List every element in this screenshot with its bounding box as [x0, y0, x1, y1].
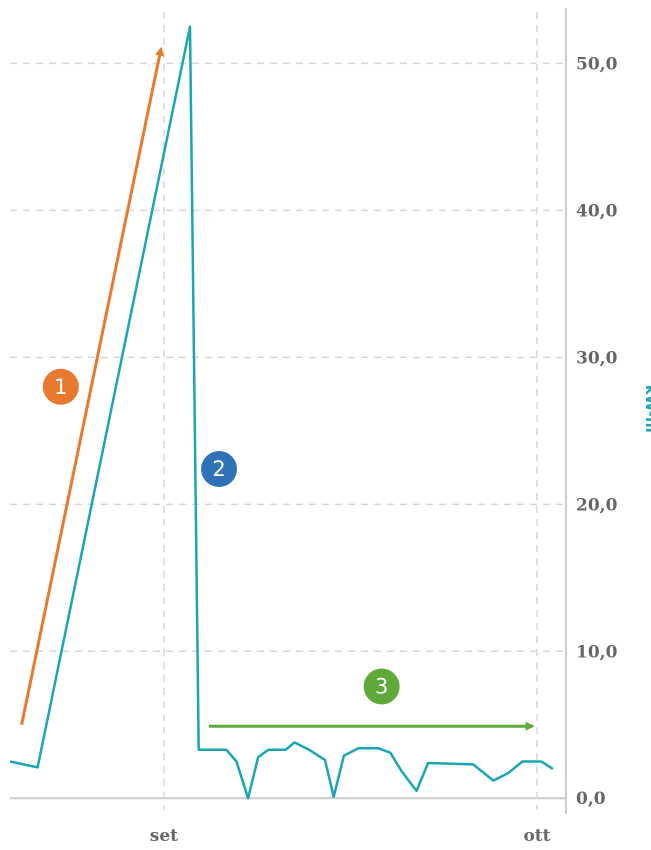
y-tick-label: 0,0	[576, 789, 606, 809]
grid-layer	[10, 12, 566, 810]
annotation-badge-label: 2	[212, 457, 225, 481]
y-tick-label: 20,0	[576, 495, 618, 515]
series-layer	[9, 25, 554, 800]
rise-arrow	[20, 46, 164, 726]
x-tick-label: ott	[523, 826, 550, 846]
annotation-badge-3	[363, 668, 400, 705]
y-tick-label: 50,0	[576, 54, 618, 74]
axis-layer: 0,0 10,0 20,0 30,0 40,0 50,0 set ott kW-hr	[150, 8, 651, 846]
annotation-badge-label: 1	[54, 375, 67, 399]
annotation-badge-label: 3	[375, 675, 388, 699]
series-line-0	[9, 25, 554, 800]
y-tick-label: 40,0	[576, 201, 618, 221]
x-tick-label: set	[150, 826, 178, 846]
y-axis-label: kW-hr	[642, 385, 651, 436]
annotation-layer: 1 2 3	[20, 46, 535, 731]
y-tick-label: 30,0	[576, 348, 618, 368]
annotation-badge-2	[201, 451, 238, 488]
y-tick-label: 10,0	[576, 642, 618, 662]
annotation-badge-1	[42, 368, 79, 405]
